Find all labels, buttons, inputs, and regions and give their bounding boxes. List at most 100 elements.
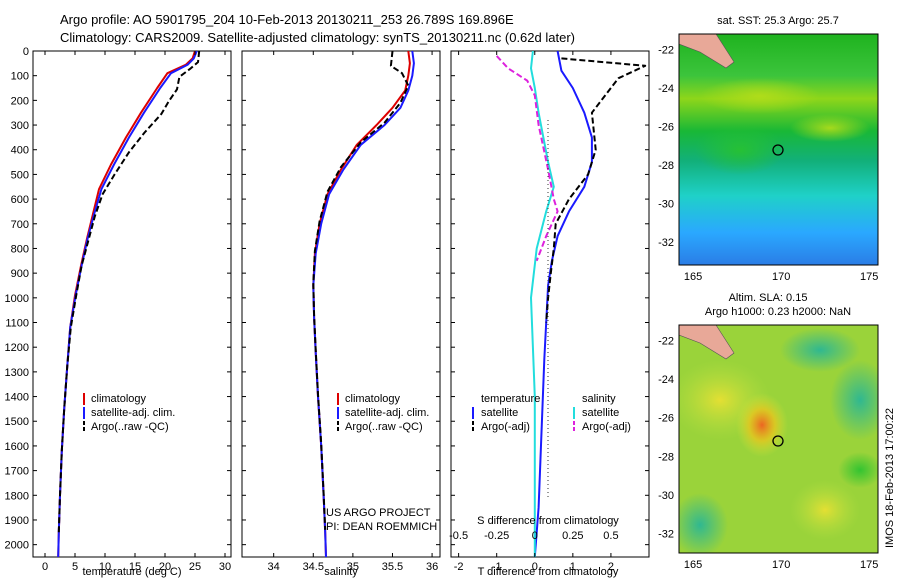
y-tick-label: 300 (11, 120, 29, 132)
map-y-tick-label: -22 (658, 335, 674, 347)
x-tick-label: 36 (426, 561, 438, 573)
map-x-tick-label: 175 (860, 559, 878, 571)
sla-map (679, 325, 878, 553)
map-y-tick-label: -22 (658, 44, 674, 56)
y-tick-label: 800 (11, 243, 29, 255)
legend-label-satellite: satellite-adj. clim. (345, 407, 429, 419)
sla-high-patch (790, 480, 860, 540)
temperature-legend: climatology satellite-adj. clim. Argo(..… (83, 393, 175, 433)
legend-label-t-satellite: satellite (481, 407, 518, 419)
map-y-tick-label: -30 (658, 198, 674, 210)
y-tick-label: 1500 (5, 416, 29, 428)
y-tick-label: 900 (11, 268, 29, 280)
y-tick-label: 600 (11, 194, 29, 206)
legend-label-s-satellite: satellite (582, 407, 619, 419)
map-y-tick-label: -24 (658, 83, 674, 95)
y-tick-label: 0 (23, 46, 29, 58)
land-new-caledonia (679, 34, 735, 69)
x-tick-label: 20 (159, 561, 171, 573)
x-tick-label: 34.5 (303, 561, 324, 573)
x-tick-label: 0 (532, 561, 538, 573)
x-tick-label: 10 (99, 561, 111, 573)
y-tick-label: 1900 (5, 515, 29, 527)
sst-map-title: sat. SST: 25.3 Argo: 25.7 (717, 15, 839, 27)
map-x-tick-label: 165 (684, 271, 702, 283)
y-tick-label: 1200 (5, 342, 29, 354)
salinity-xlabel: salinity (324, 566, 358, 578)
legend-label-satellite: satellite-adj. clim. (91, 407, 175, 419)
pi-annotation: PI: DEAN ROEMMICH (326, 521, 437, 533)
y-tick-label: 1600 (5, 441, 29, 453)
land-new-caledonia (679, 325, 735, 360)
y-tick-label: 2000 (5, 540, 29, 552)
map-y-tick-label: -26 (658, 413, 674, 425)
y-tick-label: 100 (11, 71, 29, 83)
y-tick-label: 400 (11, 145, 29, 157)
series-line-argo-adj- (545, 57, 647, 323)
sst-warm-patch (700, 78, 820, 114)
argo-float-marker (772, 144, 784, 156)
temperature-panel-frame (32, 50, 232, 558)
map-x-tick-label: 175 (860, 271, 878, 283)
series-line-satellite-adj-clim- (57, 51, 198, 557)
salinity-panel-frame (241, 50, 441, 558)
salinity-lines (312, 51, 415, 557)
x-tick-label: 25 (189, 561, 201, 573)
sst-warm-patch (790, 114, 870, 142)
series-line-argo-raw-qc- (312, 51, 410, 530)
map-y-tick-label: -28 (658, 451, 674, 463)
x-top-tick-label: 0 (532, 530, 538, 542)
sst-map (679, 34, 878, 265)
x-tick-label: 15 (129, 561, 141, 573)
legend-label-argo: Argo(..raw -QC) (345, 421, 423, 433)
difference-panel-frame (450, 50, 650, 558)
series-line-satellite (530, 51, 555, 557)
project-annotation: US ARGO PROJECT (326, 507, 431, 519)
sla-map-frame (678, 324, 879, 554)
y-tick-label: 1100 (5, 318, 29, 330)
series-line-climatology (312, 51, 411, 557)
map-y-tick-label: -32 (658, 237, 674, 249)
y-tick-label: 1700 (5, 466, 29, 478)
x-tick-label: 1 (570, 561, 576, 573)
x-tick-label: 2 (608, 561, 614, 573)
x-tick-label: 35 (347, 561, 359, 573)
y-tick-label: 1000 (5, 293, 29, 305)
y-tick-label: 200 (11, 95, 29, 107)
map-y-tick-label: -26 (658, 121, 674, 133)
series-line-argo-raw-qc- (57, 51, 201, 533)
legend-label-t-argo: Argo(-adj) (481, 421, 530, 433)
sla-low-patch (780, 328, 860, 372)
y-tick-label: 1800 (5, 490, 29, 502)
y-tick-label: 500 (11, 169, 29, 181)
sla-low-patch (679, 493, 728, 553)
argo-float-marker (772, 435, 784, 447)
x-tick-label: 35.5 (382, 561, 403, 573)
y-tick-label: 1400 (5, 392, 29, 404)
legend-label-argo: Argo(..raw -QC) (91, 421, 169, 433)
header-line-1: Argo profile: AO 5901795_204 10-Feb-2013… (60, 12, 514, 27)
y-tick-label: 700 (11, 219, 29, 231)
map-y-tick-label: -30 (658, 490, 674, 502)
legend-label-climatology: climatology (91, 393, 147, 405)
salinity-legend: climatology satellite-adj. clim. Argo(..… (326, 393, 437, 533)
difference-legend: temperature satellite Argo(-adj) salinit… (472, 393, 631, 433)
sst-map-frame (678, 33, 879, 266)
sla-map-subtitle: Argo h1000: 0.23 h2000: NaN (705, 306, 851, 318)
temperature-lines (57, 51, 201, 557)
series-line-satellite (533, 51, 593, 557)
imos-timestamp: IMOS 18-Feb-2013 17:00:22 (884, 408, 896, 548)
legend-title-salinity: salinity (582, 393, 616, 405)
map-y-tick-label: -32 (658, 529, 674, 541)
x-tick-label: -1 (492, 561, 502, 573)
x-tick-label: 34 (268, 561, 280, 573)
x-top-tick-label: -0.25 (484, 530, 509, 542)
x-tick-label: 0 (42, 561, 48, 573)
series-line-satellite-adj-clim- (312, 51, 415, 557)
legend-label-s-argo: Argo(-adj) (582, 421, 631, 433)
sla-low-patch (830, 360, 878, 440)
difference-xlabel: T difference from climatology (478, 566, 619, 578)
sla-peak-patch (736, 393, 788, 457)
x-tick-label: -2 (454, 561, 464, 573)
x-top-tick-label: -0.5 (449, 530, 468, 542)
